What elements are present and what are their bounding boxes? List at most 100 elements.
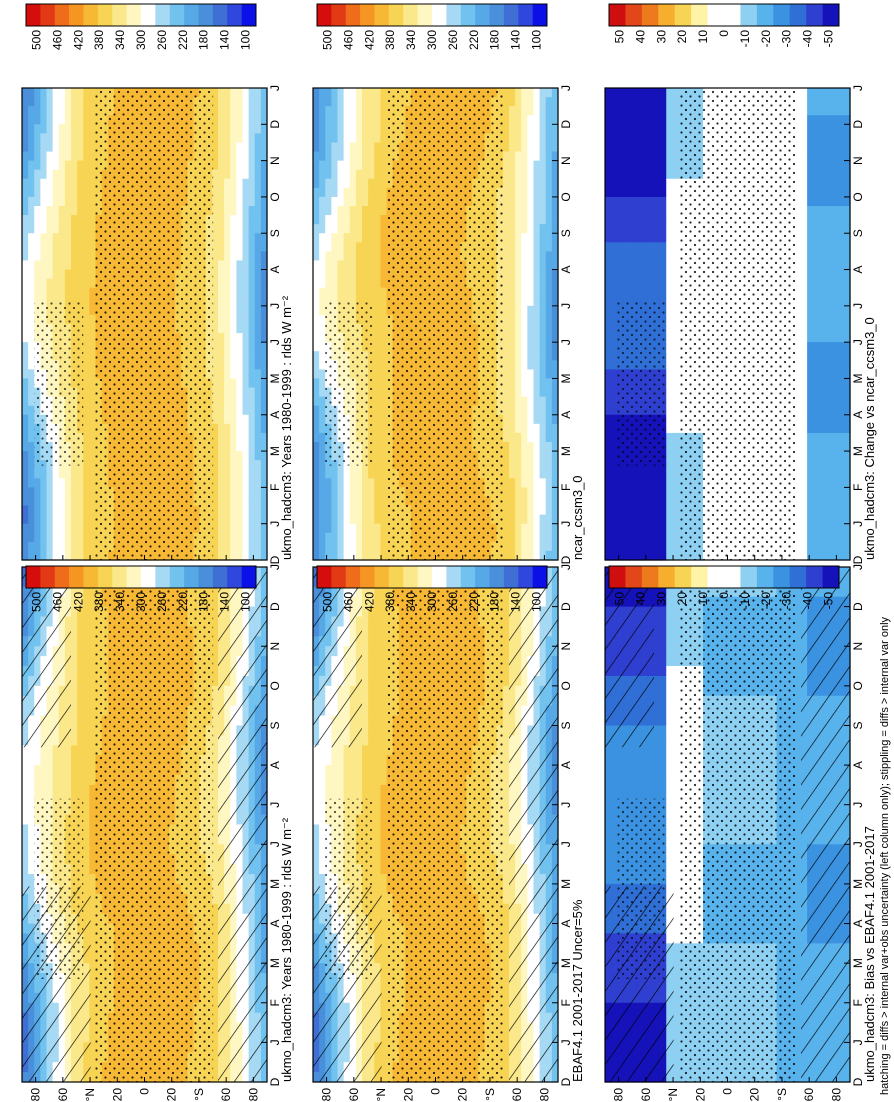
- heatmap-cell: [509, 142, 516, 153]
- heatmap-cell: [666, 305, 673, 316]
- heatmap-cell: [337, 160, 345, 171]
- heatmap-cell: [539, 106, 547, 116]
- heatmap-cell: [337, 151, 345, 162]
- heatmap-cell: [545, 260, 553, 271]
- heatmap-cell: [242, 151, 250, 162]
- heatmap-cell: [551, 88, 559, 98]
- heatmap-cell: [248, 124, 256, 134]
- heatmap-cell: [605, 324, 612, 334]
- heatmap-cell: [254, 88, 262, 98]
- heatmap-cell: [337, 224, 345, 234]
- heatmap-cell: [325, 178, 332, 189]
- heatmap-cell: [533, 97, 541, 107]
- heatmap-cell: [551, 151, 559, 162]
- heatmap-cell: [248, 423, 256, 434]
- heatmap-cell: [89, 351, 97, 361]
- heatmap-cell: [319, 206, 326, 216]
- heatmap-cell: [236, 442, 244, 452]
- heatmap-cell: [666, 260, 673, 271]
- heatmap-cell: [34, 487, 41, 498]
- heatmap-cell: [260, 523, 268, 534]
- colorbar: 500 460 420 380 340 300 260 220 180 140 100: [25, 3, 257, 50]
- heatmap-cell: [672, 278, 680, 289]
- x-tick-label: N: [559, 156, 573, 165]
- heatmap-cell: [605, 442, 612, 452]
- heatmap-cell: [515, 505, 522, 516]
- heatmap-cell: [343, 106, 351, 116]
- stippling-region: [34, 300, 84, 466]
- heatmap-cell: [355, 178, 363, 189]
- heatmap-cell: [236, 178, 244, 189]
- heatmap-cell: [313, 378, 320, 389]
- panel-model_change: DJFMAMJJASONDJ8060°N20020°S6080ukmo_hadc…: [604, 3, 877, 579]
- heatmap-cell: [641, 224, 649, 234]
- heatmap-cell: [672, 187, 680, 198]
- heatmap-cell: [666, 206, 673, 216]
- heatmap-cell: [502, 287, 510, 298]
- heatmap-cell: [77, 196, 84, 207]
- heatmap-cell: [337, 469, 345, 479]
- heatmap-cell: [362, 124, 369, 134]
- heatmap-cell: [349, 487, 357, 498]
- heatmap-cell: [502, 314, 510, 325]
- heatmap-cell: [349, 496, 357, 507]
- heatmap-cell: [254, 396, 262, 407]
- heatmap-cell: [502, 115, 510, 125]
- heatmap-cell: [22, 269, 29, 280]
- heatmap-cell: [509, 106, 516, 116]
- heatmap-cell: [374, 396, 381, 407]
- heatmap-cell: [533, 287, 541, 298]
- heatmap-cell: [248, 460, 256, 470]
- heatmap-cell: [89, 106, 97, 116]
- heatmap-cell: [211, 233, 219, 243]
- heatmap-cell: [64, 178, 72, 189]
- colorbar-swatch: [317, 4, 332, 26]
- heatmap-cell: [331, 133, 339, 144]
- heatmap-cell: [551, 278, 559, 289]
- heatmap-cell: [533, 151, 541, 162]
- heatmap-cell: [605, 187, 612, 198]
- heatmap-cell: [545, 124, 553, 134]
- heatmap-cell: [666, 178, 673, 189]
- heatmap-cell: [515, 88, 522, 98]
- heatmap-cell: [502, 196, 510, 207]
- heatmap-cell: [236, 505, 244, 516]
- heatmap-cell: [654, 523, 661, 534]
- heatmap-cell: [349, 550, 357, 561]
- heatmap-cell: [89, 478, 97, 488]
- heatmap-cell: [89, 487, 97, 498]
- heatmap-cell: [355, 142, 363, 153]
- heatmap-cell: [605, 251, 612, 262]
- heatmap-cell: [374, 387, 381, 398]
- heatmap-cell: [660, 478, 667, 488]
- heatmap-cell: [254, 360, 262, 370]
- heatmap-cell: [502, 514, 510, 525]
- heatmap-cell: [343, 269, 351, 280]
- heatmap-cell: [242, 97, 250, 107]
- heatmap-cell: [236, 287, 244, 298]
- heatmap-cell: [52, 196, 60, 207]
- heatmap-cell: [58, 269, 66, 280]
- heatmap-cell: [605, 541, 612, 552]
- heatmap-cell: [325, 169, 332, 180]
- heatmap-cell: [509, 523, 516, 534]
- heatmap-cell: [83, 187, 90, 198]
- heatmap-cell: [647, 151, 655, 162]
- heatmap-cell: [672, 351, 680, 361]
- heatmap-cell: [22, 505, 29, 516]
- heatmap-cell: [211, 550, 219, 561]
- heatmap-cell: [211, 387, 219, 398]
- heatmap-cell: [325, 215, 332, 225]
- heatmap-cell: [672, 178, 680, 189]
- heatmap-cell: [349, 514, 357, 525]
- heatmap-cell: [374, 351, 381, 361]
- heatmap-cell: [623, 124, 631, 134]
- heatmap-cell: [28, 160, 35, 171]
- heatmap-cell: [374, 206, 381, 216]
- heatmap-cell: [28, 97, 35, 107]
- heatmap-cell: [654, 169, 661, 180]
- heatmap-cell: [40, 115, 48, 125]
- heatmap-cell: [539, 333, 547, 343]
- heatmap-cell: [58, 178, 66, 189]
- heatmap-cell: [502, 97, 510, 107]
